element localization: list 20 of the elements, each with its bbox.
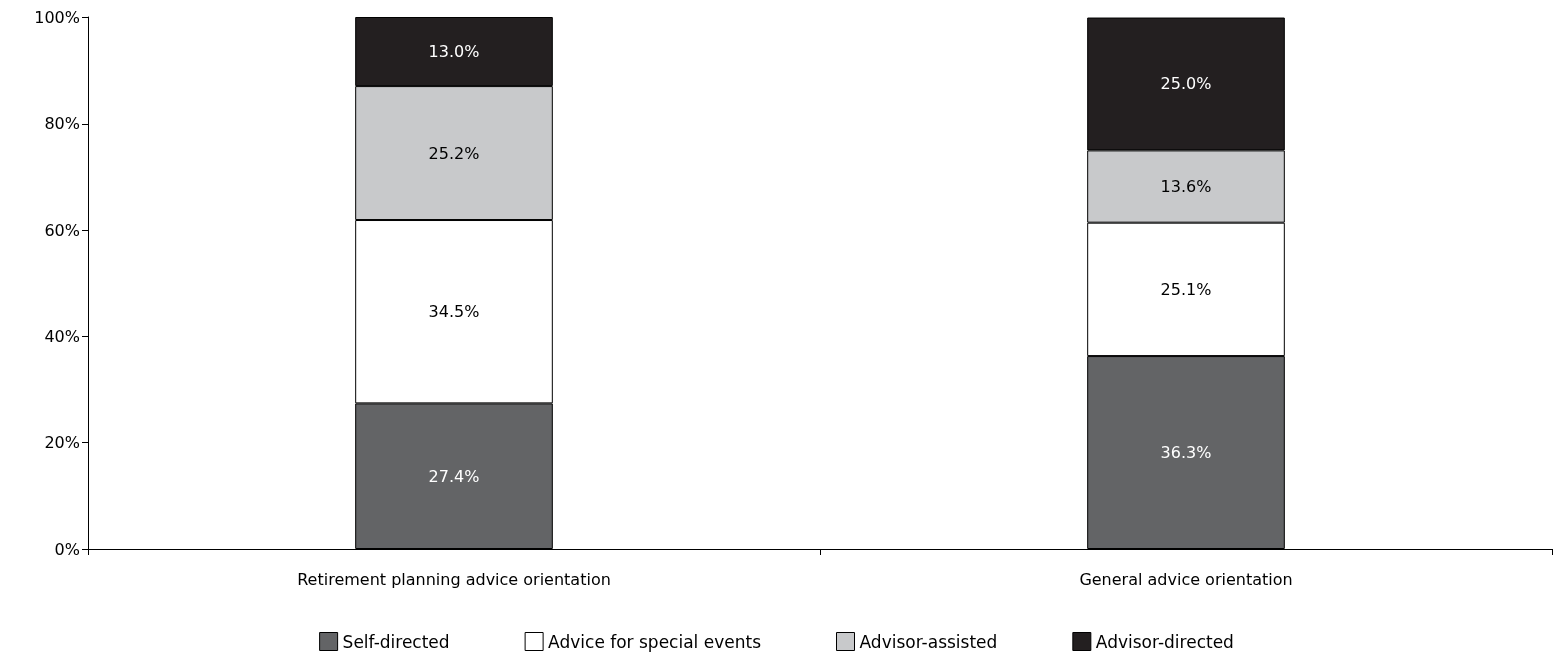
data-label: 13.0% (428, 42, 480, 62)
y-tick-label: 60% (44, 220, 80, 240)
data-label: 34.5% (428, 302, 480, 322)
data-label: 25.0% (1160, 74, 1212, 94)
x-tick-label: General advice orientation (1079, 569, 1293, 589)
data-label: 25.1% (1160, 279, 1212, 299)
data-label: 25.2% (428, 143, 480, 163)
legend-label: Self-directed (342, 631, 450, 652)
data-label: 27.4% (428, 466, 480, 486)
y-tick-label: 100% (34, 8, 80, 28)
y-tick-label: 20% (44, 433, 80, 453)
legend-label: Advisor-directed (1095, 631, 1234, 652)
legend-label: Advice for special events (548, 631, 762, 652)
y-tick-label: 0% (54, 539, 80, 559)
data-label: 36.3% (1160, 443, 1212, 463)
y-tick-label: 80% (44, 114, 80, 134)
x-tick-label: Retirement planning advice orientation (297, 569, 611, 589)
legend-label: Advisor-assisted (859, 631, 998, 652)
data-label: 13.6% (1160, 177, 1212, 197)
y-tick-label: 40% (44, 326, 80, 346)
